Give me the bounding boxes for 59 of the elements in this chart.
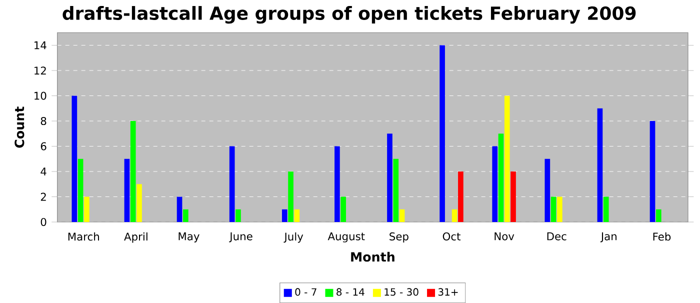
bar	[294, 209, 300, 222]
bar	[84, 196, 90, 222]
bar	[597, 108, 603, 222]
x-tick-label: Nov	[494, 232, 514, 240]
bar	[288, 171, 294, 222]
legend-label: 0 - 7	[295, 288, 316, 296]
x-tick-label: August	[328, 232, 365, 242]
bar	[393, 158, 399, 222]
y-tick-label: 12	[34, 66, 46, 74]
bar	[544, 158, 550, 222]
bar	[399, 209, 405, 222]
legend-label: 8 - 14	[336, 288, 364, 296]
bar	[229, 146, 235, 222]
bar	[656, 209, 662, 222]
bar	[504, 96, 510, 222]
legend-label: 15 - 30	[384, 288, 418, 296]
bar	[550, 196, 556, 222]
chart-title: drafts-lastcall Age groups of open tickets February 2009	[62, 6, 636, 24]
bar	[72, 96, 78, 222]
bar	[136, 184, 142, 222]
bar	[452, 209, 458, 222]
y-axis-title: Count	[14, 106, 24, 148]
bar	[650, 120, 656, 222]
x-tick-label: Sep	[390, 232, 408, 242]
bar	[182, 209, 188, 222]
legend-label: 31+	[438, 288, 458, 296]
bar	[130, 120, 136, 222]
x-tick-label: Dec	[547, 232, 566, 240]
bar	[236, 209, 241, 222]
bar	[334, 146, 340, 222]
bar	[387, 134, 392, 222]
bar	[603, 196, 609, 222]
bar	[282, 209, 288, 222]
bar	[440, 45, 445, 222]
bar	[176, 196, 182, 222]
x-tick-label: Oct	[442, 232, 460, 240]
bar	[498, 134, 504, 222]
bar	[510, 171, 516, 222]
x-axis-title: Month	[351, 252, 394, 262]
y-tick-label: 2	[40, 192, 46, 201]
bar	[458, 171, 464, 222]
bar	[492, 146, 498, 222]
bar	[557, 196, 562, 222]
y-tick-label: 8	[40, 116, 46, 125]
bar	[124, 158, 130, 222]
x-tick-label: July	[284, 232, 304, 243]
y-tick-label: 4	[40, 168, 46, 176]
y-tick-label: 6	[40, 142, 46, 150]
y-tick-label: 10	[34, 92, 46, 100]
x-tick-label: May	[178, 232, 200, 242]
x-tick-label: June	[229, 232, 252, 242]
x-tick-label: Jan	[600, 232, 616, 242]
bar	[340, 196, 346, 222]
x-tick-label: March	[68, 232, 99, 241]
x-tick-label: Feb	[653, 232, 671, 241]
x-tick-label: April	[124, 232, 148, 243]
y-tick-label: 14	[34, 41, 46, 50]
y-tick-label: 0	[40, 218, 46, 226]
bar	[78, 158, 84, 222]
